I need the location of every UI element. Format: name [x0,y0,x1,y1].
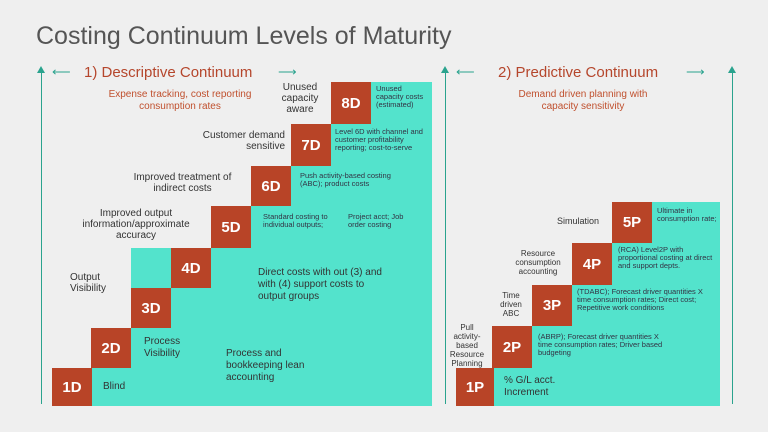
right-axis-arrowhead-right [728,66,736,73]
band-2D [91,328,432,368]
level-6D-label: Improved treatment of indirect costs [133,172,232,194]
band-1P [456,368,720,406]
descriptive-subtitle: Expense tracking, cost reporting consump… [108,89,252,112]
right-arrow-right-icon: ⟶ [686,64,705,79]
level-3D-box: 3D [131,288,171,328]
level-7D-label: Customer demand sensitive [202,130,285,152]
level-3D-desc: Process and bookkeeping lean accounting [226,348,305,383]
level-5D-desc-2: Project acct; Job order costing [348,212,404,229]
level-6D-box: 6D [251,166,291,206]
level-1D-box: 1D [52,368,92,406]
left-arrow-right-icon: ⟶ [278,64,297,79]
right-arrow-left-icon: ⟵ [456,64,475,79]
level-4D-desc: Direct costs with out (3) and with (4) s… [258,267,382,302]
level-4P-label: Resource consumption accounting [515,249,561,276]
left-vertical-axis [41,72,42,404]
page-title: Costing Continuum Levels of Maturity [36,22,452,50]
descriptive-heading: 1) Descriptive Continuum [84,64,253,81]
level-1D-desc: Blind [103,381,126,392]
level-3P-box: 3P [532,285,572,326]
level-3P-label: Time driven ABC [500,291,522,318]
level-7D-box: 7D [291,124,331,166]
left-arrow-left-icon: ⟵ [52,64,71,79]
level-2D-desc: Process Visibility [144,336,181,359]
level-4P-desc: (RCA) Level2P with proportional costing … [618,245,713,270]
level-8D-box: 8D [331,82,371,124]
level-5P-box: 5P [612,202,652,243]
level-2P-desc: (ABRP); Forecast driver quantities X tim… [538,332,663,357]
level-1P-desc: % G/L acct. Increment [504,375,556,398]
level-6D-desc: Push activity-based costing (ABC); produ… [300,171,391,188]
level-4D-box: 4D [171,248,211,288]
level-5P-desc: Ultimate in consumption rate; [657,206,717,223]
level-2P-label: Pull activity-based Resource Planning [449,323,485,368]
predictive-heading: 2) Predictive Continuum [498,64,659,81]
predictive-subtitle: Demand driven planning with capacity sen… [518,89,648,112]
level-2P-box: 2P [492,326,532,368]
level-1P-box: 1P [456,368,494,406]
right-vertical-axis-right [732,72,733,404]
level-5D-box: 5D [211,206,251,248]
right-vertical-axis-left [445,72,446,404]
level-4P-box: 4P [572,243,612,285]
right-axis-arrowhead-left [441,66,449,73]
left-axis-arrowhead [37,66,45,73]
level-7D-desc: Level 6D with channel and customer profi… [335,127,423,152]
level-5P-label: Simulation [556,216,600,226]
level-3D-label: Output Visibility [70,272,106,294]
level-5D-desc: Standard costing to individual outputs; [263,212,328,229]
band-1D [52,368,432,406]
level-2D-box: 2D [91,328,131,368]
level-5D-label: Improved output information/approximate … [82,208,190,241]
level-8D-label: Unused capacity aware [281,82,319,115]
level-8D-desc: Unused capacity costs (estimated) [376,84,424,109]
level-3P-desc: (TDABC); Forecast driver quantities X ti… [577,287,703,312]
